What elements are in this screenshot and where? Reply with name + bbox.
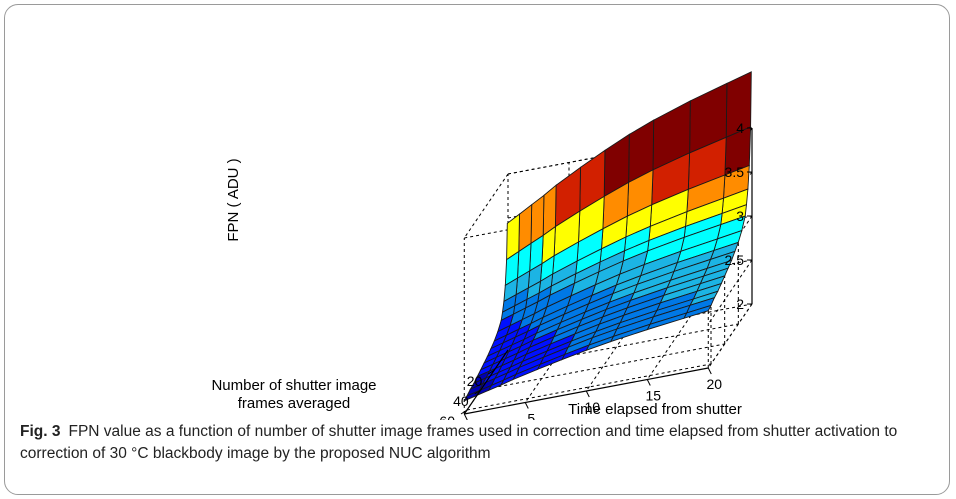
x-tick — [488, 369, 495, 375]
axis-ticks: 22.533.5420406005101520 — [439, 120, 752, 420]
box-edge — [463, 173, 509, 239]
z-tick-label: 2 — [736, 296, 744, 312]
caption-label: Fig. 3 — [20, 423, 61, 440]
y-tick-label: 20 — [706, 376, 722, 392]
x-tick-label: 20 — [467, 373, 483, 389]
x-axis-line — [463, 349, 509, 415]
x-tick — [460, 409, 468, 415]
y-tick-label: 10 — [584, 399, 600, 415]
axis-label-line: frames averaged — [238, 395, 351, 412]
surface-plot — [463, 71, 752, 402]
figure-frame — [4, 4, 950, 495]
x-tick-label: 60 — [439, 413, 455, 420]
grid-line — [707, 259, 753, 325]
y-tick — [646, 379, 651, 386]
z-tick-label: 3 — [736, 208, 744, 224]
grid-line — [707, 303, 753, 369]
axis-label-line: Number of shutter image — [211, 377, 376, 394]
grid-line — [480, 343, 725, 391]
x-tick-label: 40 — [453, 393, 469, 409]
caption-text: FPN value as a function of number of shu… — [20, 423, 898, 462]
grid-line — [646, 315, 692, 380]
x-tick — [474, 389, 481, 395]
y-tick — [707, 367, 712, 375]
y-tick-label: 5 — [527, 411, 535, 421]
z-axis-label: FPN ( ADU ) — [225, 158, 242, 241]
z-tick-label: 4 — [736, 120, 744, 136]
axis-label-line: activation (minutes) — [590, 419, 720, 420]
figure-caption: Fig. 3 FPN value as a function of number … — [20, 421, 940, 465]
x-axis-label: Number of shutter image frames averaged — [211, 377, 376, 412]
z-tick-label: 3.5 — [725, 164, 745, 180]
grid-line — [494, 323, 739, 371]
grid-line — [466, 363, 712, 411]
fpn-surface-chart: 22.533.5420406005101520 FPN ( ADU ) Numb… — [211, 71, 753, 420]
grid-line — [507, 303, 753, 351]
y-tick-label: 15 — [645, 388, 661, 404]
y-tick — [463, 413, 468, 420]
axis-label-line: Time elapsed from shutter — [568, 401, 742, 418]
z-tick-label: 2.5 — [725, 252, 745, 268]
y-tick — [585, 390, 590, 398]
y-tick — [524, 402, 529, 409]
